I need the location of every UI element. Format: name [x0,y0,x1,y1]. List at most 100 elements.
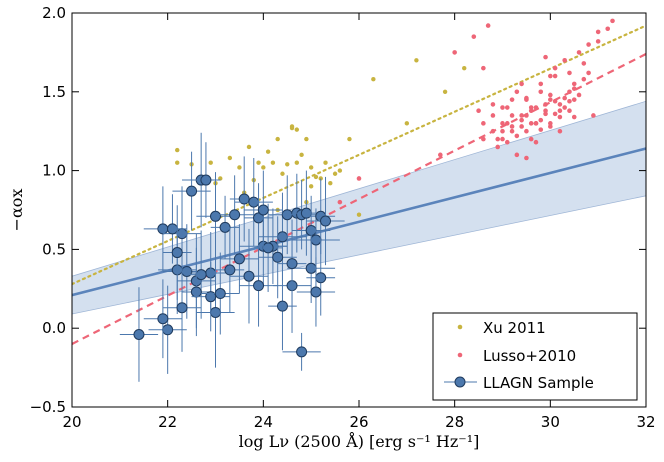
lusso-point [504,121,510,126]
lusso-point [571,114,577,120]
lusso-point [567,89,572,95]
xu-point [294,160,300,165]
legend: Xu 2011 Lusso+2010 LLAGN Sample [432,312,638,401]
lusso-point [524,155,529,161]
lusso-point [485,23,491,28]
lusso-point [605,26,611,32]
lusso-point [552,98,558,104]
xu-point [289,125,295,131]
lusso-point [548,121,553,126]
llagn-point [315,272,327,284]
x-axis-label: log Lν (2500 Å) [erg s⁻¹ Hz⁻¹] [239,431,480,451]
lusso-point [504,139,510,145]
llagn-point [176,302,188,314]
llagn-point [214,288,226,300]
xu-point [304,136,309,142]
xu-point [323,160,328,165]
y-tick-label: 1.0 [42,162,66,180]
xu-point [308,184,314,189]
lusso-point [514,152,520,158]
xu-point [332,171,338,176]
legend-label-llagn: LLAGN Sample [483,374,594,392]
llagn-point [272,251,284,263]
x-tick-label: 20 [62,413,81,431]
xu-point [371,76,376,82]
llagn-fit-line [72,147,646,297]
llagn-point [238,193,250,205]
lusso-point [543,108,548,114]
xu-point [280,171,285,176]
llagn-point [190,286,202,298]
y-tick-label: 1.5 [42,83,66,101]
lusso-point [557,128,563,134]
xu-point [175,147,180,153]
lusso-point [533,105,539,110]
llagn-point [262,242,274,254]
legend-marker-lusso [457,352,463,358]
lusso-point [557,102,563,107]
y-axis-label: −αox [7,189,26,232]
lusso-point [509,124,515,129]
lusso-point [528,136,534,142]
llagn-point [171,247,183,259]
lusso-point [524,128,529,134]
lusso-point [552,73,558,79]
lusso-point [490,113,496,118]
lusso-point [610,18,615,24]
xu-point [414,58,419,63]
xu-fit-line [72,24,646,286]
lusso-point [481,65,486,71]
lusso-point [524,113,529,118]
xu-point [294,127,300,132]
xu-point [270,160,276,165]
lusso-point [543,102,548,107]
xu-point [265,149,271,154]
lusso-point [543,111,548,117]
xu-point [462,65,467,71]
xu-point [347,136,352,142]
lusso-point [567,98,572,104]
y-tick-label: 2.0 [42,4,66,22]
lusso-point [490,102,496,107]
llagn-point [248,196,260,208]
llagn-point [210,306,221,318]
llagn-point [186,185,198,197]
legend-frame [432,312,638,401]
llagn-point [286,258,298,270]
lusso-point [562,95,567,101]
llagn-point [166,223,178,235]
lusso-point [514,89,520,95]
x-tick-label: 26 [349,413,368,431]
llagn-point [210,210,221,222]
lusso-point [576,92,582,98]
lusso-point [533,121,539,126]
lusso-point [481,136,486,142]
lusso-point [495,136,501,142]
lusso-point [571,97,577,102]
llagn-point [257,204,269,216]
xu-point [246,144,252,150]
lusso-point [500,128,505,134]
xu-point [285,162,290,167]
lusso-point [452,50,457,55]
xu-point [299,152,304,158]
llagn-point [276,300,288,312]
llagn-point [229,209,241,221]
lusso-point [519,124,524,129]
llagn-point [310,234,322,246]
legend-marker-xu [457,324,463,330]
lusso-point [356,176,362,181]
lusso-point [595,29,601,35]
lusso-point [567,108,572,114]
lusso-point [476,108,481,114]
lusso-point [471,34,477,39]
lusso-point [557,108,563,114]
lusso-point [567,70,572,76]
lusso-point [509,128,515,134]
lusso-point [514,133,520,139]
llagn-point [200,174,212,186]
lusso-point [500,121,505,126]
lusso-point [595,39,601,44]
llagn-point [320,215,332,227]
x-tick-label: 28 [445,413,464,431]
